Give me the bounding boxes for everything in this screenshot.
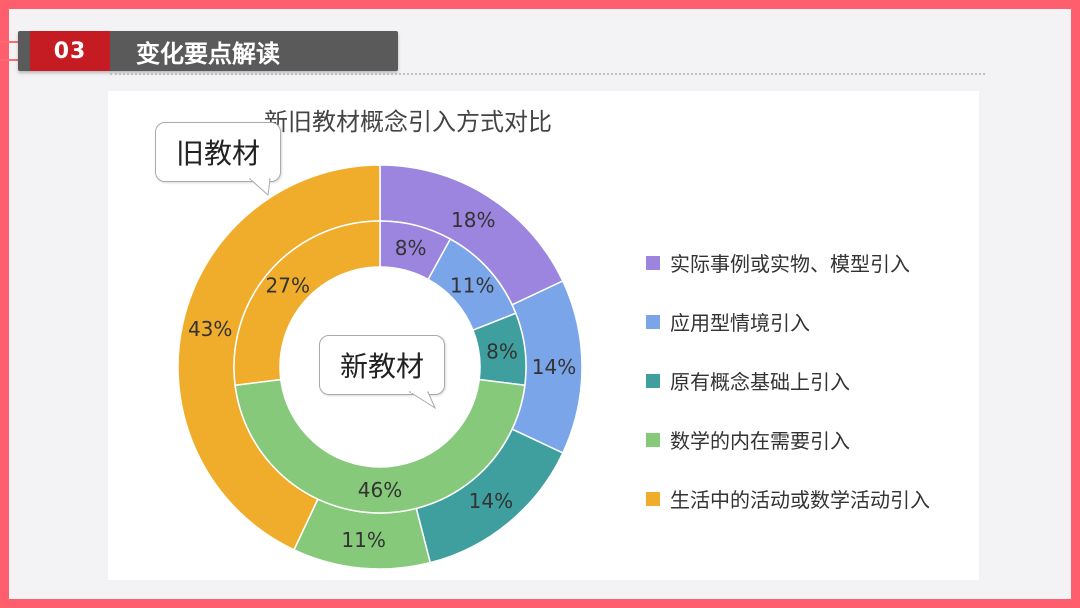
legend-label: 生活中的活动或数学活动引入 — [670, 488, 930, 512]
inner-label-0: 8% — [395, 236, 427, 260]
inner-slice-4 — [233, 220, 381, 387]
legend-item: 实际事例或实物、模型引入 — [646, 233, 986, 292]
inner-label-3: 46% — [358, 478, 402, 502]
legend-item: 生活中的活动或数学活动引入 — [646, 469, 986, 528]
legend-item: 数学的内在需要引入 — [646, 410, 986, 469]
outer-label-1: 14% — [532, 355, 576, 379]
legend-item: 原有概念基础上引入 — [646, 351, 986, 410]
legend-swatch — [646, 491, 660, 506]
legend-label: 原有概念基础上引入 — [670, 370, 850, 394]
callout-new-textbook: 新教材 — [319, 335, 445, 395]
legend-swatch — [646, 373, 660, 388]
legend-label: 数学的内在需要引入 — [670, 429, 850, 453]
outer-label-4: 43% — [188, 317, 232, 341]
outer-label-0: 18% — [451, 208, 495, 232]
inner-label-2: 8% — [486, 340, 518, 364]
chart-title: 新旧教材概念引入方式对比 — [264, 108, 552, 136]
inner-label-1: 11% — [450, 274, 494, 298]
legend-swatch — [646, 314, 660, 329]
section-title: 变化要点解读 — [136, 39, 280, 68]
legend-swatch — [646, 255, 660, 270]
legend-item: 应用型情境引入 — [646, 292, 986, 351]
header-divider — [110, 73, 985, 75]
chart-legend: 实际事例或实物、模型引入 应用型情境引入原有概念基础上引入 数学的内在需要引入生活中… — [646, 233, 986, 528]
callout-old-textbook: 旧教材 — [155, 122, 281, 182]
legend-label: 实际事例或实物、模型引入 — [670, 252, 910, 276]
inner-label-4: 27% — [266, 274, 310, 298]
legend-swatch — [646, 432, 660, 447]
inner-slice-3 — [234, 378, 526, 514]
section-number-badge: 03 — [30, 31, 110, 71]
legend-label: 应用型情境引入 — [670, 311, 810, 335]
outer-label-2: 14% — [469, 489, 513, 513]
outer-label-3: 11% — [341, 528, 385, 552]
